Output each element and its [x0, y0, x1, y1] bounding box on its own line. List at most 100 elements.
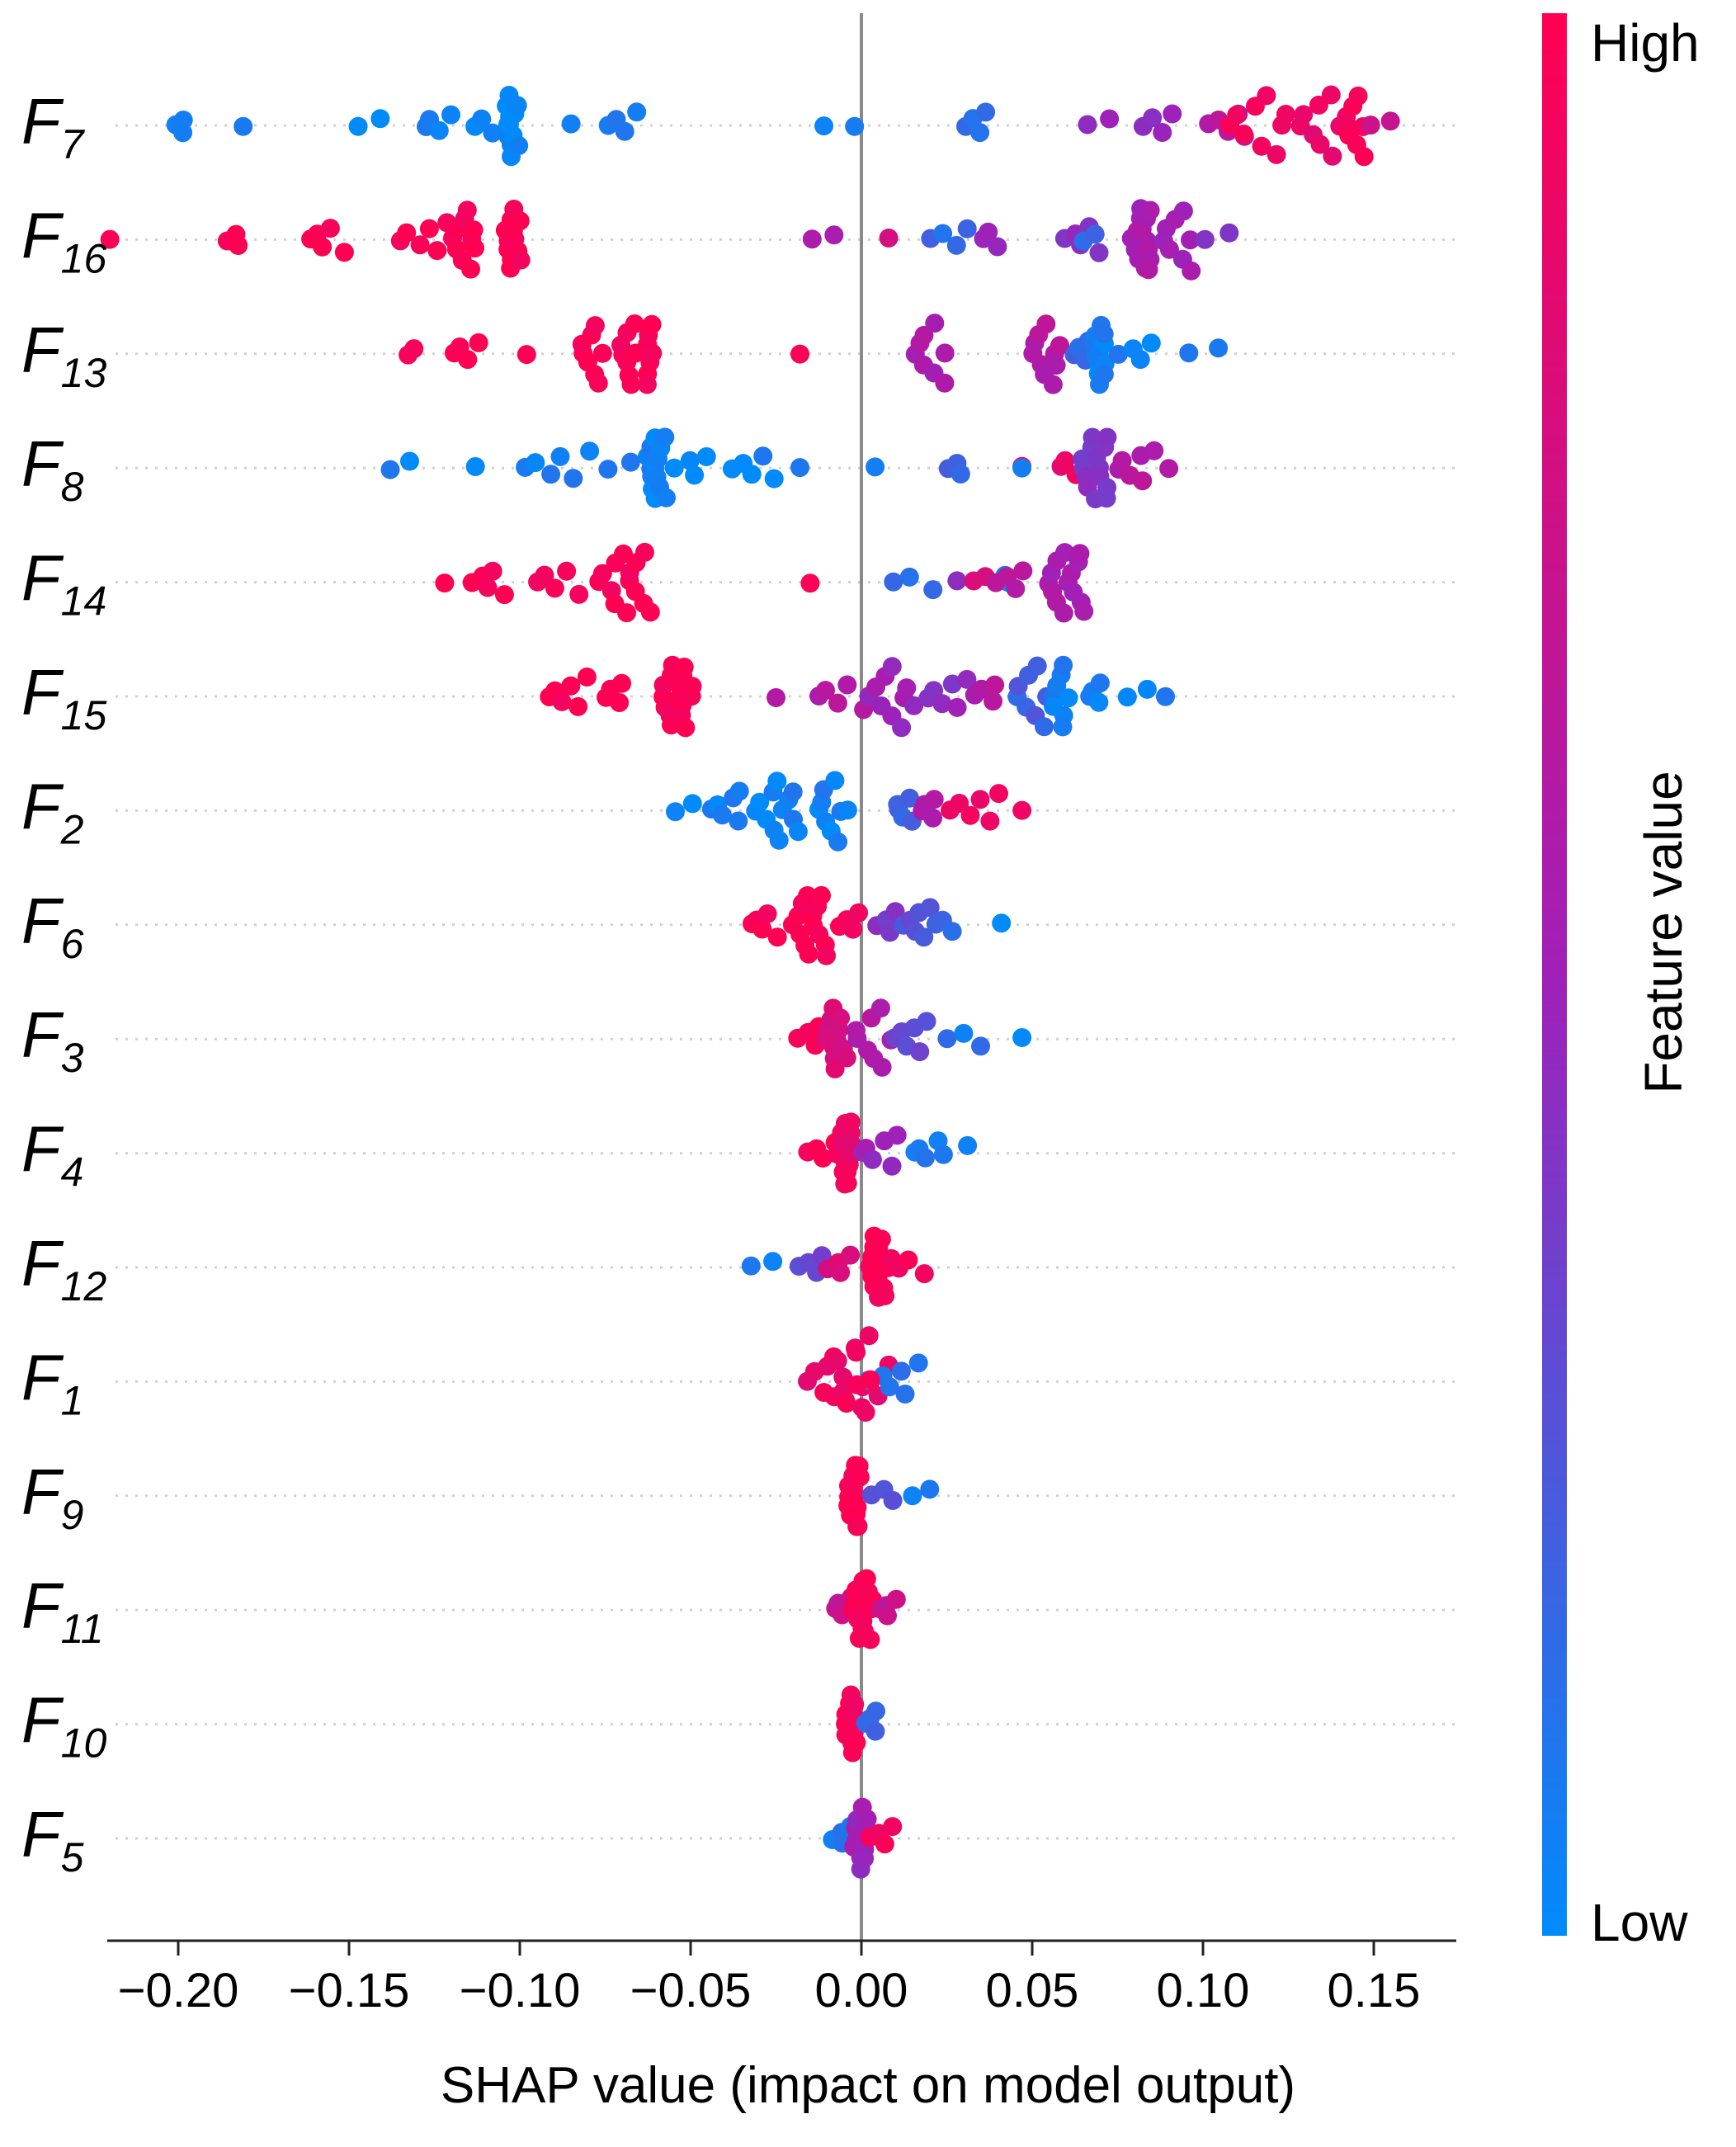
- shap-dot: [685, 465, 705, 485]
- shap-dot: [510, 211, 530, 231]
- shap-dot: [535, 565, 554, 585]
- shap-dot: [843, 919, 863, 939]
- shap-dot: [1097, 427, 1117, 447]
- shap-dot: [923, 808, 943, 828]
- shap-dot: [914, 1264, 934, 1284]
- shap-dot: [1112, 451, 1132, 470]
- shap-dot: [1055, 543, 1074, 563]
- x-tick-label: 0.15: [1328, 1964, 1421, 2017]
- shap-dot: [837, 1394, 856, 1413]
- feature-label-F7: F7: [21, 85, 86, 168]
- shap-dot: [729, 811, 748, 831]
- shap-dot: [585, 316, 605, 336]
- shap-dot: [976, 102, 996, 122]
- feature-label-base: F: [21, 1798, 64, 1871]
- shap-dot: [592, 343, 612, 363]
- shap-dot: [1012, 800, 1032, 820]
- shap-dot: [465, 238, 484, 258]
- shap-dot: [680, 451, 700, 470]
- shap-dot: [875, 1286, 895, 1305]
- shap-dot: [970, 790, 990, 809]
- shap-dot: [564, 469, 583, 488]
- shap-dot: [334, 243, 354, 262]
- feature-label-subscript: 7: [61, 121, 86, 168]
- feature-label-F12: F12: [21, 1227, 106, 1309]
- shap-dot: [763, 1252, 783, 1272]
- shap-dot: [892, 718, 912, 738]
- shap-dot: [461, 259, 480, 279]
- shap-dot: [767, 688, 785, 707]
- colorbar-low-label: Low: [1591, 1893, 1688, 1952]
- shap-dot: [676, 718, 696, 738]
- shap-dot: [783, 782, 803, 802]
- shap-dot: [1013, 561, 1033, 581]
- shap-dot: [1055, 451, 1075, 470]
- shap-dot: [957, 219, 977, 238]
- shap-dot: [397, 223, 417, 243]
- feature-label-base: F: [21, 1113, 64, 1186]
- shap-dot: [655, 427, 675, 447]
- shap-dot: [879, 229, 899, 248]
- shap-dot: [541, 465, 561, 484]
- x-tick-label: −0.10: [460, 1964, 581, 2017]
- x-tick-label: 0.05: [986, 1964, 1079, 2017]
- shap-dot: [1074, 602, 1094, 621]
- shap-dot: [621, 375, 641, 394]
- shap-dot: [419, 219, 439, 238]
- shap-dot: [985, 675, 1005, 695]
- feature-label-subscript: 10: [61, 1720, 107, 1767]
- shap-dot: [472, 109, 492, 129]
- shap-dot: [234, 116, 253, 136]
- shap-dot: [511, 250, 531, 270]
- shap-dot: [1089, 243, 1109, 262]
- x-tick-label: −0.15: [289, 1964, 410, 2017]
- shap-dot: [841, 1112, 861, 1132]
- shap-dot: [1035, 717, 1054, 737]
- feature-label-base: F: [21, 199, 64, 271]
- shap-dot: [814, 116, 833, 136]
- shap-dot: [866, 457, 885, 477]
- shap-dot: [1094, 365, 1114, 385]
- x-tick-label: 0.10: [1157, 1964, 1250, 2017]
- shap-dot: [1100, 109, 1120, 129]
- shap-dot: [872, 1057, 892, 1077]
- x-tick-label: −0.05: [630, 1964, 752, 2017]
- feature-label-base: F: [21, 1227, 64, 1300]
- shap-dot: [1133, 471, 1153, 491]
- shap-dot: [1310, 134, 1330, 154]
- shap-dot: [848, 1517, 868, 1536]
- shap-dot: [313, 237, 333, 257]
- shap-dot: [828, 832, 848, 852]
- shap-dot: [545, 578, 564, 598]
- shap-dot: [899, 1250, 918, 1270]
- shap-dot: [804, 1361, 824, 1381]
- feature-label-subscript: 12: [61, 1263, 107, 1309]
- shap-dot: [550, 446, 570, 466]
- shap-dot: [1130, 350, 1150, 370]
- shap-dot: [457, 201, 477, 220]
- shap-dot: [1070, 544, 1090, 564]
- shap-dot: [507, 96, 527, 116]
- shap-dot: [847, 1733, 866, 1753]
- feature-label-subscript: 8: [61, 464, 84, 510]
- shap-dot: [441, 105, 460, 125]
- shap-dot: [1117, 687, 1137, 707]
- shap-dot: [857, 1810, 877, 1828]
- feature-label-subscript: 1: [61, 1377, 84, 1423]
- shap-dot: [861, 1630, 880, 1649]
- shap-dot: [1027, 656, 1047, 676]
- shap-dot: [799, 944, 818, 964]
- feature-label-subscript: 5: [61, 1834, 84, 1880]
- feature-label-F6: F6: [21, 885, 84, 967]
- shap-dot: [742, 465, 762, 484]
- feature-label-F11: F11: [21, 1569, 104, 1652]
- shap-dot: [464, 220, 484, 240]
- shap-dot: [641, 345, 661, 365]
- shap-dot: [561, 676, 581, 696]
- shap-dot: [642, 314, 662, 334]
- shap-dot: [980, 811, 1000, 831]
- shap-dot: [895, 1385, 915, 1404]
- shap-dot: [849, 903, 869, 923]
- shap-dot: [427, 241, 447, 261]
- shap-dot: [937, 1029, 957, 1049]
